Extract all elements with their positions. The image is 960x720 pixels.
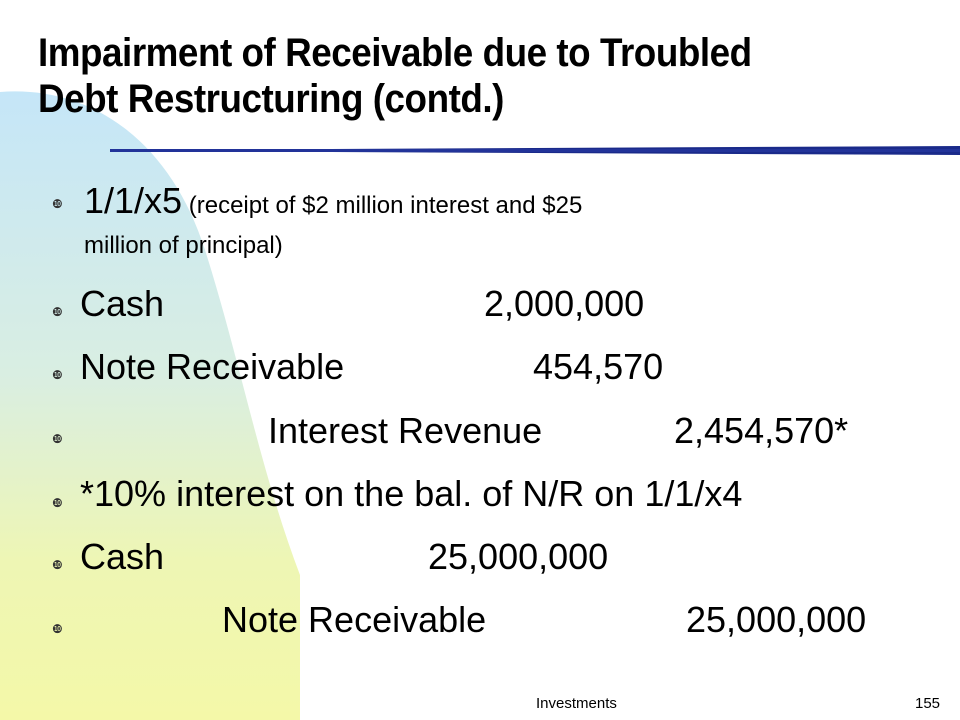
- title-underline: [110, 146, 960, 155]
- line-3-account: Note Receivable: [80, 346, 345, 387]
- bullet-icon: ❿: [52, 432, 63, 446]
- line-4-account: Interest Revenue: [268, 410, 543, 451]
- footer-label: Investments: [536, 695, 617, 712]
- page-number: 155: [915, 695, 941, 712]
- line-3-amount: 454,570: [533, 346, 664, 387]
- bullet-icon: ❿: [52, 197, 63, 211]
- bullet-icon: ❿: [52, 558, 63, 572]
- line-1: 1/1/x5 (receipt of $2 million interest a…: [84, 180, 582, 222]
- line-7-amount: 25,000,000: [686, 599, 867, 640]
- bullet-icon: ❿: [52, 305, 63, 319]
- line-1-date: 1/1/x5: [84, 180, 183, 221]
- line-6-account: Cash: [80, 536, 165, 577]
- line-1-note: (receipt of $2 million interest and $25: [182, 192, 583, 219]
- line-5-footnote: *10% interest on the bal. of N/R on 1/1/…: [80, 473, 743, 514]
- line-2-amount: 2,000,000: [484, 283, 645, 324]
- bullet-icon: ❿: [52, 496, 63, 510]
- line-7-account: Note Receivable: [222, 599, 487, 640]
- bullet-icon: ❿: [52, 622, 63, 636]
- bullet-icon: ❿: [52, 368, 63, 382]
- line-2-account: Cash: [80, 283, 165, 324]
- title-line-2: Debt Restructuring (contd.): [38, 77, 504, 121]
- line-6-amount: 25,000,000: [428, 536, 609, 577]
- line-1-note-cont: million of principal): [84, 232, 283, 259]
- line-4-amount: 2,454,570*: [674, 410, 849, 451]
- title-line-1: Impairment of Receivable due to Troubled: [38, 31, 752, 75]
- slide-title: Impairment of Receivable due to Troubled…: [38, 30, 866, 122]
